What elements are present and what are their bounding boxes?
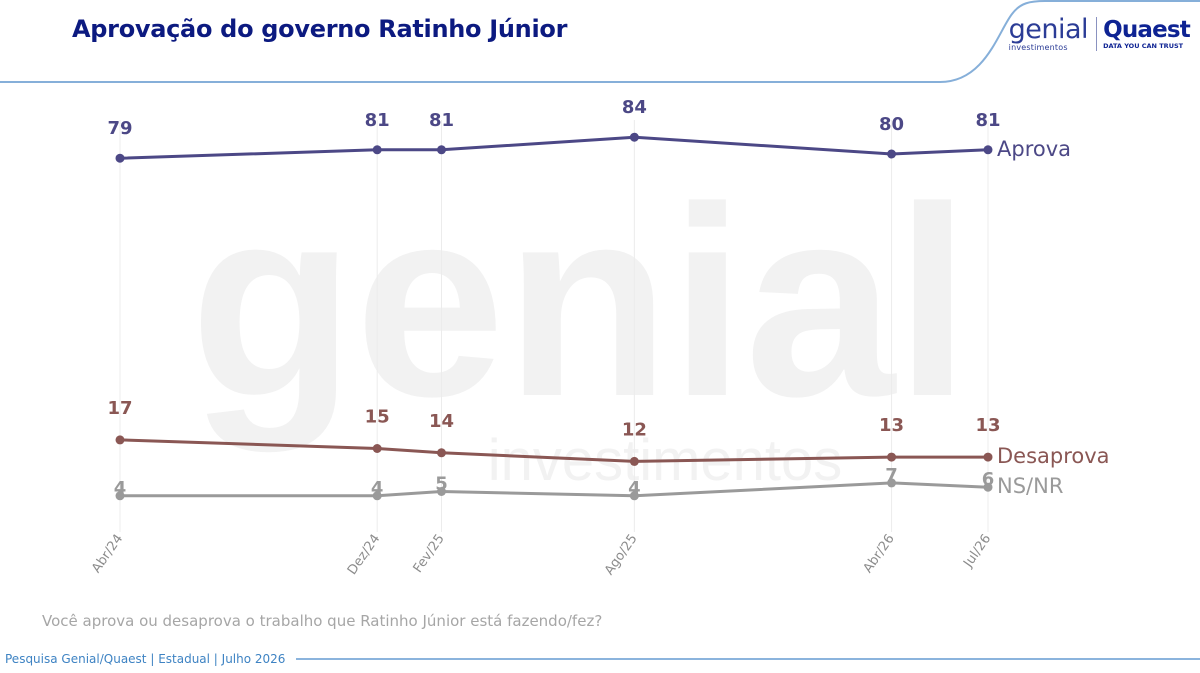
series-end-label: Aprova bbox=[997, 137, 1071, 161]
data-label: 17 bbox=[107, 398, 132, 419]
data-label: 15 bbox=[365, 407, 390, 428]
data-label: 84 bbox=[622, 97, 647, 118]
x-tick-label: Abr/24 bbox=[89, 532, 126, 576]
data-point bbox=[436, 145, 446, 155]
data-label: 80 bbox=[879, 114, 904, 135]
series-line-aprova bbox=[119, 135, 989, 160]
data-point bbox=[887, 149, 897, 159]
series-end-label: NS/NR bbox=[997, 474, 1063, 498]
data-label: 79 bbox=[107, 118, 132, 139]
data-point bbox=[983, 145, 993, 155]
brand-logos: genial investimentos Quaest DATA YOU CAN… bbox=[1008, 13, 1191, 54]
data-label: 5 bbox=[435, 474, 448, 495]
x-tick-label: Abr/26 bbox=[861, 532, 898, 576]
vertical-gridlines bbox=[119, 120, 989, 532]
series-line-desaprova bbox=[119, 438, 988, 463]
page-title: Aprovação do governo Ratinho Júnior bbox=[72, 15, 568, 43]
data-label: 81 bbox=[975, 110, 1000, 131]
data-point bbox=[887, 478, 897, 488]
line-chart: genial investimentos 79 81 81 84 80 81 Aprova 1… bbox=[89, 97, 1110, 578]
footer-divider bbox=[296, 658, 1200, 660]
series-ns-nr: 4 4 5 4 7 6 NS/NR bbox=[114, 465, 1063, 501]
genial-logo-word: genial bbox=[1008, 13, 1089, 45]
header: Aprovação do governo Ratinho Júnior geni… bbox=[0, 0, 1200, 90]
header-curve bbox=[0, 0, 1200, 83]
data-label: 4 bbox=[114, 478, 127, 499]
genial-logo: genial investimentos bbox=[1008, 13, 1089, 52]
series-aprova: 79 81 81 84 80 81 Aprova bbox=[107, 97, 1071, 163]
survey-question: Você aprova ou desaprova o trabalho que … bbox=[42, 612, 603, 630]
data-point bbox=[629, 132, 639, 142]
data-label: 6 bbox=[982, 469, 995, 490]
data-label: 13 bbox=[879, 415, 904, 436]
data-label: 4 bbox=[371, 478, 384, 499]
watermark-word: genial bbox=[190, 152, 970, 454]
data-point bbox=[115, 491, 125, 501]
x-tick-label: Ago/25 bbox=[602, 532, 641, 578]
data-point bbox=[436, 487, 446, 496]
data-point bbox=[372, 491, 382, 501]
logo-separator bbox=[1096, 17, 1098, 51]
data-point bbox=[983, 452, 993, 462]
watermark: genial investimentos bbox=[190, 152, 970, 493]
data-point bbox=[372, 444, 382, 453]
data-label: 7 bbox=[885, 465, 898, 486]
data-label: 81 bbox=[429, 110, 454, 131]
data-point bbox=[372, 145, 382, 155]
data-label: 4 bbox=[628, 478, 641, 499]
data-point bbox=[887, 452, 897, 462]
series-end-label: Desaprova bbox=[997, 444, 1110, 468]
x-tick-label: Jul/26 bbox=[960, 532, 994, 571]
x-axis: Abr/24 Dez/24 Fev/25 Ago/25 Abr/26 Jul/26 bbox=[89, 532, 994, 578]
quaest-logo-word: Quaest bbox=[1103, 16, 1191, 43]
quaest-logo: Quaest DATA YOU CAN TRUST bbox=[1103, 16, 1191, 51]
data-point bbox=[115, 153, 125, 163]
data-point bbox=[115, 435, 125, 445]
quaest-logo-tagline: DATA YOU CAN TRUST bbox=[1103, 41, 1184, 50]
data-label: 13 bbox=[975, 415, 1000, 436]
genial-logo-sub: investimentos bbox=[1008, 42, 1068, 52]
data-point bbox=[629, 456, 639, 466]
x-tick-label: Fev/25 bbox=[411, 532, 448, 576]
data-point bbox=[629, 491, 639, 501]
data-label: 81 bbox=[365, 110, 390, 131]
data-point bbox=[436, 448, 446, 458]
data-label: 14 bbox=[429, 411, 454, 432]
series-desaprova: 17 15 14 12 13 13 Desaprova bbox=[107, 398, 1109, 468]
data-point bbox=[983, 482, 993, 492]
series-line-ns-nr bbox=[120, 481, 989, 498]
x-tick-label: Dez/24 bbox=[345, 532, 384, 578]
footer-source: Pesquisa Genial/Quaest | Estadual | Julh… bbox=[5, 652, 286, 666]
data-label: 12 bbox=[622, 419, 647, 440]
